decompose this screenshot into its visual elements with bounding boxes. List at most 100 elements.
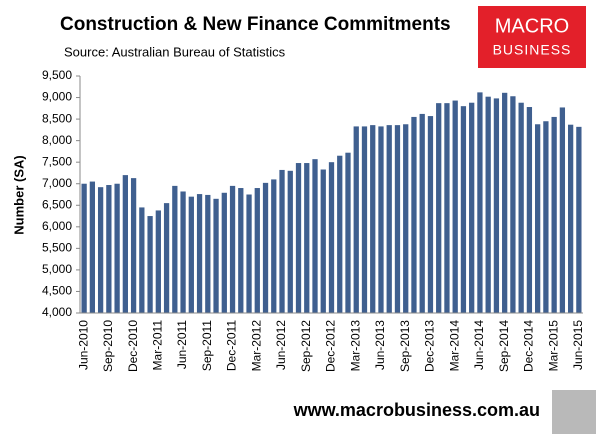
logo-text: BUSINESS	[493, 42, 572, 58]
y-tick-label: 6,000	[42, 219, 72, 233]
wolf-logo	[552, 390, 596, 434]
bar	[353, 126, 359, 313]
bar	[221, 192, 227, 313]
bar	[122, 175, 128, 313]
x-tick-label: Mar-2012	[249, 320, 263, 372]
bar	[180, 191, 186, 313]
bar	[436, 103, 442, 313]
bar	[576, 126, 582, 313]
bar	[89, 181, 96, 313]
bar	[477, 92, 483, 313]
bar	[229, 185, 236, 313]
bar	[188, 196, 194, 313]
x-tick-label: Sep-2014	[497, 320, 511, 372]
y-tick-label: 7,000	[42, 176, 72, 190]
bar	[312, 159, 318, 313]
x-tick-label: Sep-2013	[398, 320, 412, 372]
x-tick-label: Jun-2012	[274, 320, 288, 370]
bar	[394, 125, 401, 314]
bar	[403, 124, 409, 314]
bar	[328, 162, 335, 313]
bar	[81, 183, 87, 313]
bar	[254, 188, 260, 313]
y-tick-label: 8,500	[42, 111, 72, 125]
x-tick-label: Dec-2014	[522, 320, 536, 372]
y-tick-label: 6,500	[42, 197, 72, 211]
chart-subtitle: Source: Australian Bureau of Statistics	[64, 44, 286, 59]
footer: www.macrobusiness.com.au	[293, 400, 540, 420]
bar	[345, 152, 351, 313]
bar	[262, 182, 269, 313]
y-tick-label: 5,500	[42, 241, 72, 255]
x-tick-label: Mar-2015	[546, 320, 560, 372]
bar	[452, 100, 458, 313]
bar	[444, 103, 450, 313]
bar	[279, 169, 285, 313]
chart-title: Construction & New Finance Commitments	[60, 14, 451, 35]
x-tick-label: Dec-2013	[423, 320, 437, 372]
x-tick-label: Jun-2013	[373, 320, 387, 370]
bar	[567, 124, 574, 314]
bar	[485, 96, 491, 313]
bar	[106, 185, 112, 313]
bar	[163, 203, 170, 313]
bar	[526, 107, 533, 313]
bar	[287, 170, 293, 313]
bar	[213, 198, 219, 313]
bar	[386, 125, 392, 314]
y-axis-label: Number (SA)	[11, 155, 26, 234]
x-tick-label: Mar-2011	[151, 320, 165, 371]
bar	[427, 116, 434, 313]
x-tick-label: Dec-2012	[324, 320, 338, 372]
y-tick-label: 4,500	[42, 284, 72, 298]
x-tick-label: Mar-2013	[348, 320, 362, 372]
bar	[114, 183, 120, 313]
bar	[97, 187, 104, 313]
bar	[559, 107, 566, 313]
x-tick-label: Sep-2012	[299, 320, 313, 372]
bar	[370, 125, 376, 314]
bar	[493, 98, 500, 313]
bar	[510, 96, 516, 314]
x-tick-label: Jun-2014	[472, 320, 486, 370]
y-tick-label: 9,000	[42, 90, 72, 104]
bar	[130, 178, 137, 313]
bar	[246, 194, 252, 313]
bar	[469, 102, 475, 313]
y-tick-label: 9,500	[42, 68, 72, 82]
bar	[271, 179, 277, 313]
bar	[320, 169, 326, 313]
x-tick-label: Dec-2010	[126, 320, 140, 372]
y-tick-label: 4,000	[42, 305, 72, 319]
x-tick-label: Sep-2011	[200, 320, 214, 371]
x-tick-label: Dec-2011	[225, 320, 239, 371]
bar	[295, 163, 302, 313]
y-tick-label: 8,000	[42, 133, 72, 147]
bar	[535, 124, 541, 314]
bar	[155, 210, 161, 313]
bar	[139, 207, 145, 313]
bar	[205, 194, 211, 313]
bar	[551, 116, 557, 313]
bar	[543, 121, 549, 313]
x-tick-label: Mar-2014	[447, 320, 461, 372]
y-tick-label: 7,500	[42, 154, 72, 168]
bar	[361, 126, 368, 313]
bar	[411, 116, 417, 313]
x-tick-label: Jun-2011	[175, 320, 189, 369]
bar	[196, 194, 203, 313]
bar	[172, 185, 178, 313]
x-tick-label: Jun-2015	[571, 320, 585, 370]
bar	[502, 92, 508, 314]
bar	[337, 155, 343, 313]
logo-box	[478, 6, 586, 68]
bar	[147, 216, 153, 313]
y-tick-label: 5,000	[42, 262, 72, 276]
bar	[518, 102, 524, 313]
bar	[460, 106, 467, 313]
logo-text: MACRO	[495, 15, 569, 37]
bar	[378, 126, 384, 313]
bar	[419, 113, 425, 313]
bar	[238, 188, 244, 313]
x-tick-label: Jun-2010	[76, 320, 90, 370]
